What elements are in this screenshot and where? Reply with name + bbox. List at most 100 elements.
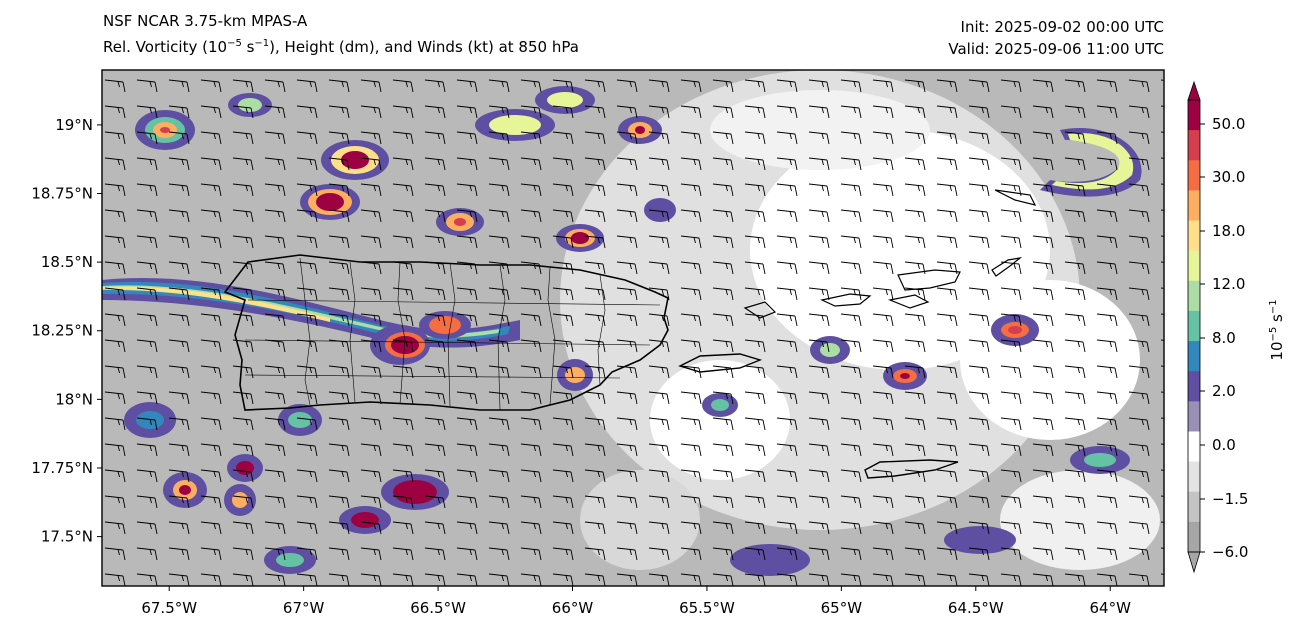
wind-barb: [520, 573, 542, 586]
wind-barb: [136, 235, 158, 249]
wind-barb: [552, 469, 574, 483]
colorbar-tick-label: 18.0: [1212, 222, 1245, 240]
wind-barb: [936, 443, 958, 457]
wind-barb: [968, 131, 990, 145]
wind-barb: [616, 313, 638, 327]
wind-barb: [840, 105, 862, 119]
wind-barb: [392, 521, 414, 535]
wind-barb: [232, 495, 254, 509]
wind-barb: [1128, 339, 1150, 353]
colorbar-segment: [1188, 100, 1200, 131]
wind-barb: [360, 105, 382, 119]
wind-barb: [616, 521, 638, 535]
wind-barb: [936, 235, 958, 249]
wind-barb: [904, 79, 926, 93]
wind-barb: [808, 287, 830, 301]
wind-barb: [520, 417, 542, 431]
wind-barb: [616, 261, 638, 275]
wind-barb: [360, 495, 382, 509]
wind-barb: [104, 339, 126, 353]
st-croix-outline: [864, 459, 959, 479]
wind-barb: [488, 443, 510, 457]
wind-barb: [840, 313, 862, 327]
wind-barb: [552, 79, 574, 93]
wind-barb: [968, 209, 990, 223]
wind-barb: [904, 157, 926, 171]
wind-barb: [648, 443, 670, 457]
wind-barb: [1032, 339, 1054, 353]
wind-barb: [872, 495, 894, 509]
wind-barb: [648, 495, 670, 509]
wind-barb: [936, 157, 958, 171]
wind-barb: [424, 105, 446, 119]
wind-barb: [104, 417, 126, 431]
wind-barb: [296, 235, 318, 249]
colorbar-label: 10−5 s−1: [1268, 299, 1286, 360]
lon-tick-label: 67.5°W: [141, 599, 197, 617]
wind-barb: [840, 365, 862, 379]
wind-barb: [200, 495, 222, 509]
wind-barb: [104, 131, 126, 145]
wind-barb: [584, 183, 606, 197]
wind-barb: [584, 157, 606, 171]
wind-barb: [136, 443, 158, 457]
wind-barb: [360, 547, 382, 561]
wind-barb: [104, 261, 126, 275]
wind-barb: [392, 157, 414, 171]
wind-barb: [488, 183, 510, 197]
wind-barb: [520, 105, 542, 119]
wind-barb: [424, 417, 446, 431]
wind-barb: [904, 339, 926, 353]
wind-barb: [136, 417, 158, 431]
wind-barb: [1000, 573, 1022, 586]
wind-barb: [744, 131, 766, 145]
wind-barb: [200, 547, 222, 561]
wind-barb: [1064, 365, 1086, 379]
wind-barb: [200, 235, 222, 249]
wind-barb: [520, 313, 542, 327]
wind-barb: [200, 573, 222, 586]
wind-barb: [1128, 235, 1150, 249]
wind-barb: [616, 131, 638, 145]
wind-barb: [168, 365, 190, 379]
wind-barb: [456, 157, 478, 171]
wind-barb: [232, 105, 254, 119]
wind-barb: [168, 339, 190, 353]
wind-barb: [200, 391, 222, 405]
wind-barb: [936, 547, 958, 561]
wind-barb: [360, 339, 382, 353]
wind-barb: [488, 339, 510, 353]
wind-barb: [360, 261, 382, 275]
wind-barb: [520, 469, 542, 483]
wind-barb: [872, 79, 894, 93]
wind-barb: [776, 521, 798, 535]
wind-barb: [424, 443, 446, 457]
wind-barb: [104, 287, 126, 301]
wind-barb: [1000, 79, 1022, 93]
wind-barb: [168, 417, 190, 431]
wind-barb: [776, 417, 798, 431]
wind-barb: [1096, 547, 1118, 561]
wind-barb: [1128, 183, 1150, 197]
wind-barb: [296, 521, 318, 535]
wind-barb: [200, 183, 222, 197]
wind-barb: [808, 105, 830, 119]
wind-barb: [712, 443, 734, 457]
wind-barb: [488, 573, 510, 586]
wind-barb: [296, 495, 318, 509]
wind-barb: [808, 391, 830, 405]
wind-barb: [1032, 287, 1054, 301]
wind-barb: [776, 235, 798, 249]
lon-tick-label: 67°W: [283, 599, 325, 617]
wind-barb: [872, 417, 894, 431]
lat-tick-label: 18.75°N: [31, 185, 93, 203]
wind-barb: [904, 417, 926, 431]
wind-barb: [1128, 157, 1150, 171]
wind-barb: [296, 287, 318, 301]
wind-barb: [552, 417, 574, 431]
wind-barb: [1096, 443, 1118, 457]
wind-barb: [104, 391, 126, 405]
wind-barb: [648, 339, 670, 353]
wind-barb: [392, 79, 414, 93]
wind-barb: [488, 287, 510, 301]
